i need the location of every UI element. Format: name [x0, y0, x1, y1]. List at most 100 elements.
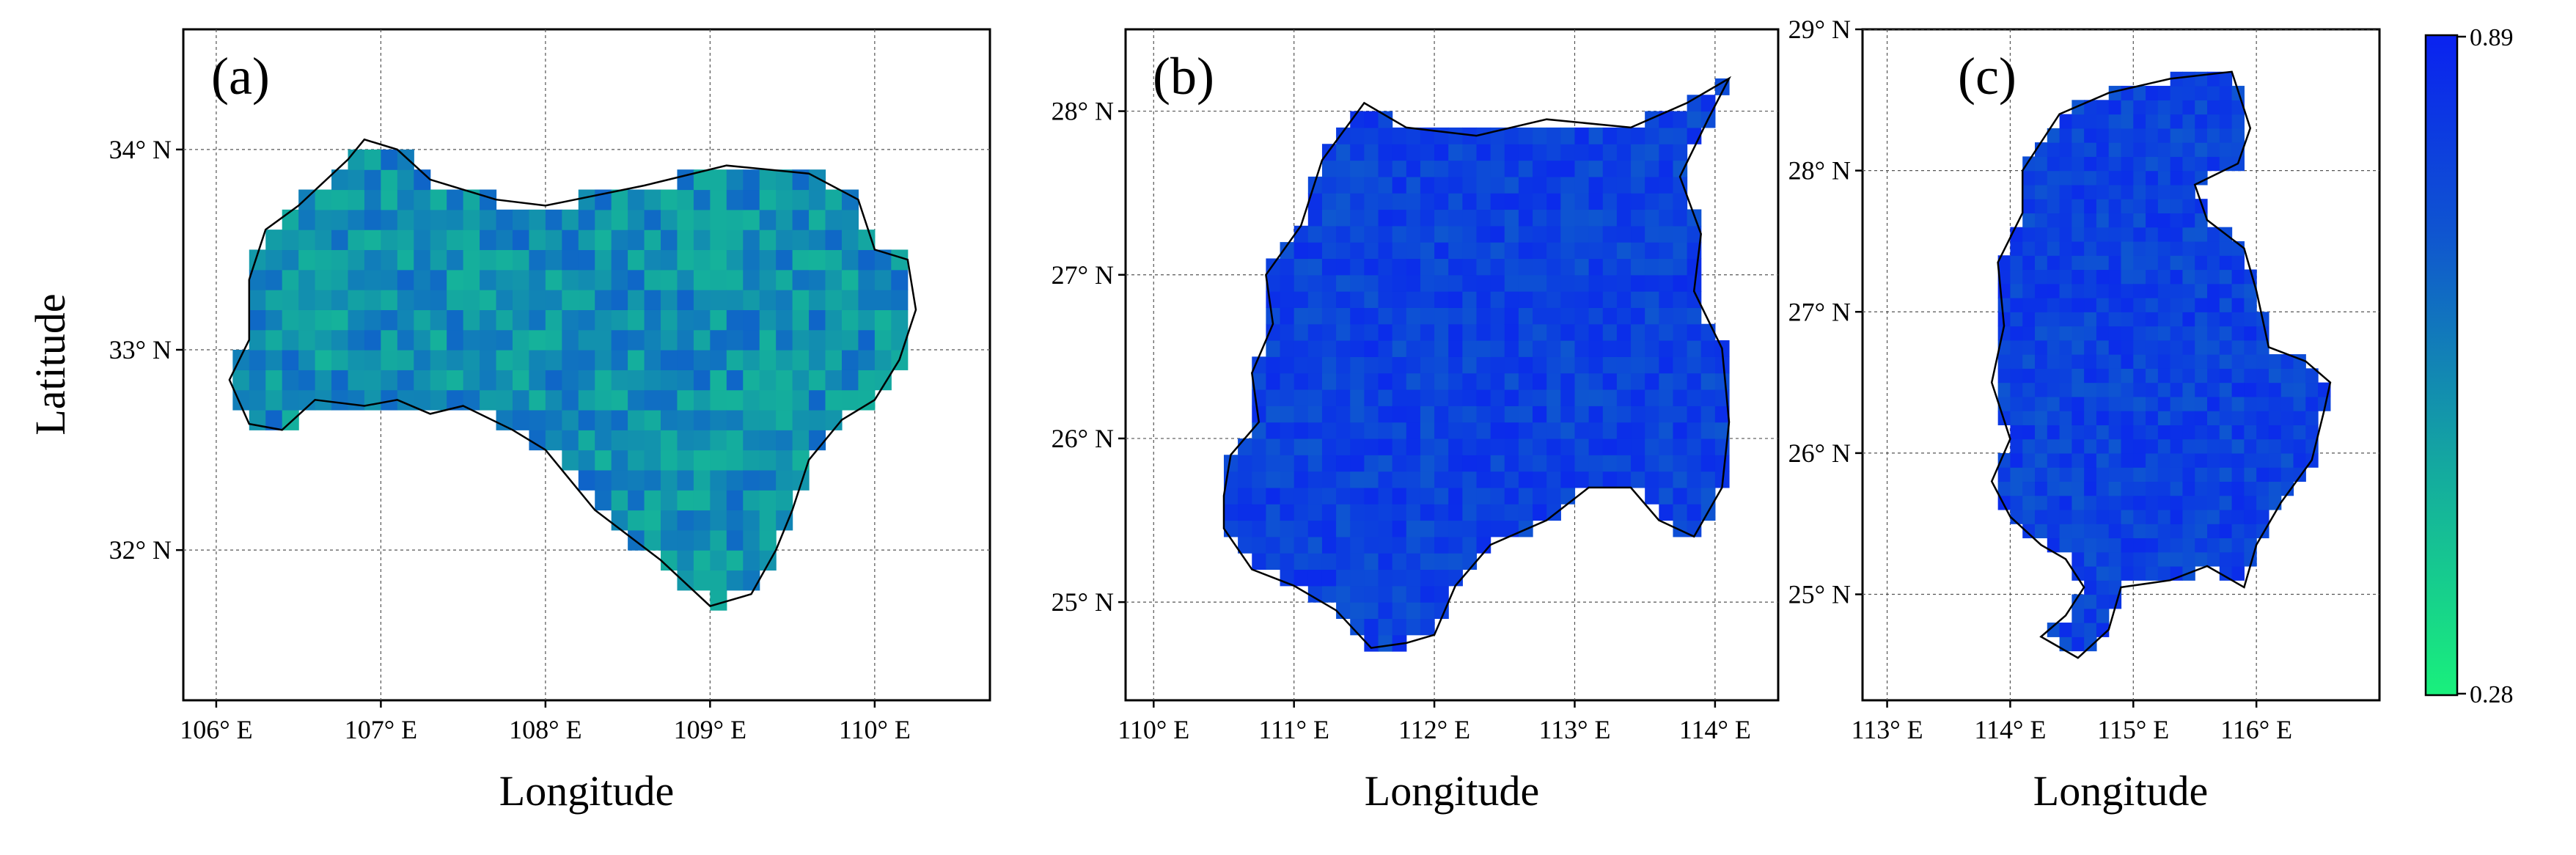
grid-cell: [2035, 368, 2048, 384]
grid-cell: [2084, 283, 2097, 298]
grid-cell: [2096, 269, 2110, 285]
grid-cell: [1490, 504, 1505, 521]
grid-cell: [809, 350, 826, 370]
grid-cell: [1350, 193, 1365, 210]
grid-cell: [825, 389, 843, 411]
grid-cell: [512, 209, 530, 230]
grid-cell: [1266, 373, 1281, 390]
grid-cell: [282, 309, 299, 331]
grid-cell: [364, 230, 381, 251]
grid-cell: [1420, 569, 1435, 587]
grid-cell: [2170, 213, 2184, 228]
grid-cell: [2231, 481, 2245, 496]
grid-cell: [1602, 373, 1618, 390]
grid-cell: [1420, 356, 1435, 374]
grid-cell: [2121, 312, 2134, 327]
grid-cell: [1645, 160, 1659, 177]
grid-cell: [348, 249, 365, 271]
grid-cell: [331, 230, 349, 251]
grid-cell: [265, 389, 283, 411]
grid-cell: [2182, 184, 2195, 199]
grid-cell: [2072, 298, 2085, 312]
grid-cell: [1560, 455, 1576, 472]
grid-cell: [1336, 160, 1351, 177]
grid-cell: [2207, 241, 2220, 256]
grid-cell: [2035, 354, 2048, 369]
grid-cell: [430, 230, 447, 251]
grid-cell: [1602, 389, 1618, 406]
grid-cell: [677, 409, 694, 430]
grid-cell: [628, 230, 645, 251]
grid-cell: [1293, 569, 1309, 587]
xtick-label: 115° E: [2097, 715, 2169, 744]
grid-cell: [2022, 425, 2036, 440]
grid-cell: [2219, 368, 2233, 384]
grid-cell: [2207, 382, 2220, 397]
grid-cell: [2207, 368, 2220, 384]
grid-cell: [693, 449, 711, 471]
grid-cell: [496, 409, 513, 430]
grid-cell: [2157, 241, 2171, 256]
grid-cell: [2157, 411, 2171, 425]
grid-cell: [1490, 209, 1505, 227]
grid-cell: [2182, 340, 2195, 355]
grid-cell: [611, 209, 628, 230]
grid-cell: [1378, 569, 1393, 587]
grid-cell: [2121, 382, 2134, 397]
grid-cell: [1364, 242, 1379, 260]
grid-cell: [2108, 170, 2122, 186]
grid-cell: [1434, 291, 1449, 308]
grid-cell: [1490, 340, 1505, 357]
grid-cell: [2170, 71, 2184, 87]
grid-cell: [1434, 602, 1449, 620]
grid-cell: [2096, 241, 2110, 256]
grid-cell: [1659, 258, 1674, 276]
grid-cell: [759, 409, 777, 430]
grid-cell: [1700, 340, 1716, 357]
grid-cell: [726, 570, 744, 591]
grid-cell: [496, 249, 513, 271]
xtick-label: 116° E: [2220, 715, 2292, 744]
grid-cell: [1673, 422, 1688, 439]
grid-cell: [2195, 368, 2208, 384]
grid-cell: [2047, 354, 2061, 369]
grid-cell: [430, 249, 447, 271]
grid-cell: [1504, 520, 1519, 537]
grid-cell: [1392, 144, 1407, 161]
grid-cell: [1434, 471, 1449, 488]
grid-cell: [1462, 160, 1478, 177]
grid-cell: [2010, 283, 2023, 298]
grid-cell: [2207, 495, 2220, 510]
grid-cell: [1321, 274, 1337, 292]
grid-cell: [1406, 569, 1421, 587]
grid-cell: [2108, 199, 2122, 214]
grid-cell: [512, 370, 530, 391]
grid-cell: [1546, 389, 1561, 406]
grid-cell: [2170, 312, 2184, 327]
grid-cell: [628, 290, 645, 310]
grid-cell: [2121, 495, 2134, 510]
grid-cell: [1997, 368, 2011, 384]
grid-cell: [1392, 389, 1407, 406]
grid-cell: [726, 529, 744, 551]
grid-cell: [2047, 142, 2061, 157]
grid-cell: [2084, 594, 2097, 609]
grid-cell: [726, 490, 744, 511]
grid-cell: [1434, 373, 1449, 390]
grid-cell: [776, 510, 793, 531]
grid-cell: [1406, 618, 1421, 636]
grid-cell: [2157, 537, 2171, 553]
grid-cell: [1602, 356, 1618, 374]
grid-cell: [1462, 520, 1478, 537]
grid-cell: [1238, 487, 1252, 504]
grid-cell: [1364, 258, 1379, 276]
grid-cell: [298, 290, 316, 310]
grid-cell: [2121, 425, 2134, 440]
grid-cell: [2133, 298, 2146, 312]
grid-cell: [2047, 382, 2061, 397]
grid-cell: [710, 230, 727, 251]
grid-cell: [1434, 553, 1449, 570]
grid-cell: [776, 309, 793, 331]
grid-cell: [2219, 411, 2233, 425]
grid-cell: [1588, 242, 1604, 260]
